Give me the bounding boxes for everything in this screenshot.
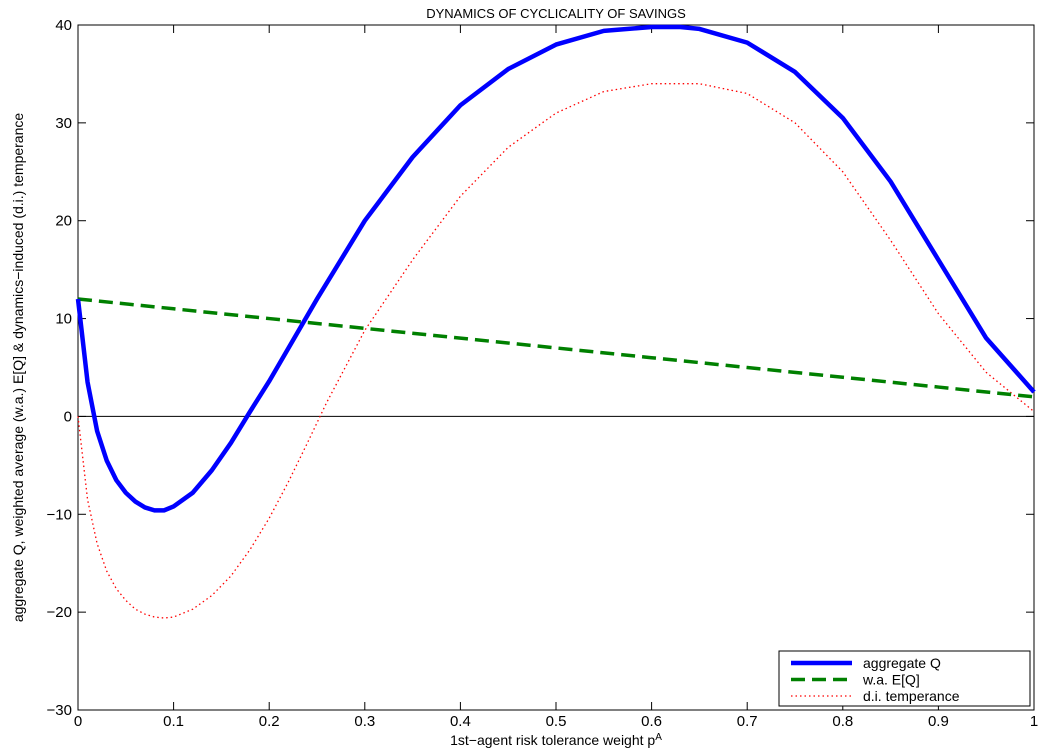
x-tick-label: 0.3 [354, 713, 375, 730]
y-tick-label: 40 [55, 17, 72, 34]
x-axis-ticks: 0 0.1 0.2 0.3 0.4 0.5 0.6 0.7 0.8 0.9 1 [74, 25, 1038, 730]
y-tick-label: −20 [47, 604, 72, 621]
series-line-0 [75, 24, 1036, 513]
y-axis-ticks: −30 −20 −10 0 10 20 30 40 [47, 17, 1034, 719]
series-layer [75, 24, 1036, 619]
legend: aggregate Qw.a. E[Q]d.i. temperance [778, 650, 1031, 707]
y-tick-label: 0 [64, 408, 72, 425]
x-tick-label: 0.9 [928, 713, 949, 730]
y-tick-label: −10 [47, 506, 72, 523]
x-tick-label: 0.7 [737, 713, 758, 730]
x-axis-label: 1st−agent risk tolerance weight pA [450, 732, 662, 749]
plot-area-frame [77, 24, 1035, 711]
x-tick-label: 0.4 [450, 713, 471, 730]
series-line-2 [77, 83, 1035, 619]
chart-title: DYNAMICS OF CYCLICALITY OF SAVINGS [426, 6, 686, 21]
legend-label-2: d.i. temperance [863, 688, 960, 704]
series-line-1 [77, 297, 1035, 399]
y-tick-label: −30 [47, 702, 72, 719]
x-tick-label: 0.6 [641, 713, 662, 730]
y-tick-label: 20 [55, 213, 72, 230]
legend-label-0: aggregate Q [863, 655, 941, 671]
x-tick-label: 1 [1030, 713, 1038, 730]
y-tick-label: 10 [55, 311, 72, 328]
x-axis-label-main: 1st−agent risk tolerance weight p [450, 732, 655, 748]
legend-label-1: w.a. E[Q] [862, 672, 920, 688]
x-tick-label: 0 [74, 713, 82, 730]
y-axis-label: aggregate Q, weighted average (w.a.) E[Q… [10, 113, 26, 623]
x-tick-label: 0.1 [163, 713, 184, 730]
x-axis-label-superscript: A [655, 732, 662, 743]
x-tick-label: 0.2 [259, 713, 280, 730]
y-tick-label: 30 [55, 115, 72, 132]
x-tick-label: 0.5 [546, 713, 567, 730]
x-tick-label: 0.8 [832, 713, 853, 730]
